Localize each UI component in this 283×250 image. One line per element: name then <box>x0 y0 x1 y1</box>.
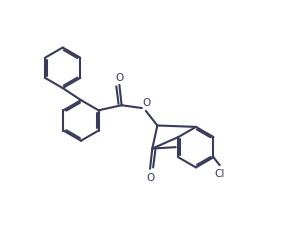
Text: O: O <box>142 98 150 108</box>
Text: Cl: Cl <box>215 168 225 178</box>
Text: O: O <box>146 172 154 182</box>
Text: O: O <box>115 72 123 82</box>
